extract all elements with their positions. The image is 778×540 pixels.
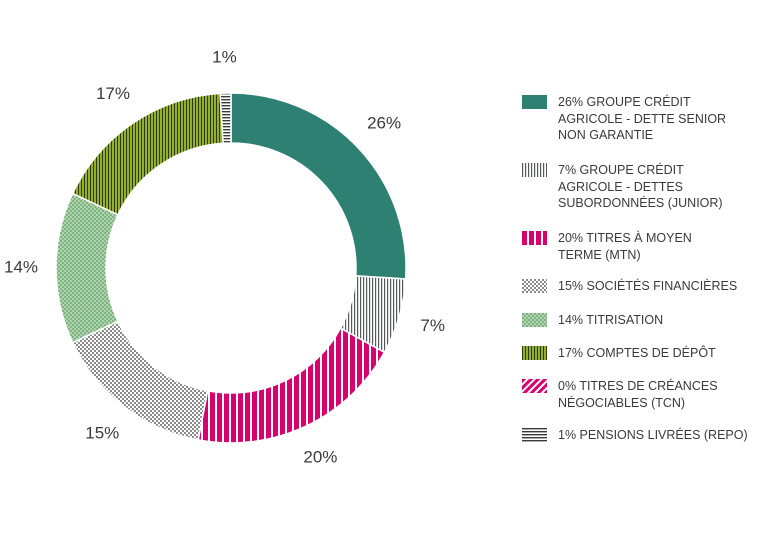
legend-item: 7% GROUPE CRÉDIT AGRICOLE - DETTES SUBOR… — [522, 162, 768, 212]
legend-item: 0% TITRES DE CRÉANCES NÉGOCIABLES (TCN) — [522, 378, 768, 411]
slice-value-label: 1% — [212, 48, 237, 67]
slice-value-label: 14% — [4, 257, 38, 276]
legend-item: 17% COMPTES DE DÉPÔT — [522, 345, 768, 362]
legend-item: 1% PENSIONS LIVRÉES (REPO) — [522, 427, 768, 444]
pie-slice — [219, 92, 232, 145]
pie-slice — [71, 92, 224, 216]
legend-label: 14% TITRISATION — [558, 313, 664, 327]
legend-label: 20% TITRES À MOYEN TERME (MTN) — [558, 231, 692, 262]
pie-slice — [197, 327, 386, 444]
legend-item: 26% GROUPE CRÉDIT AGRICOLE - DETTE SENIO… — [522, 94, 768, 144]
legend-label: 0% TITRES DE CRÉANCES NÉGOCIABLES (TCN) — [558, 379, 718, 410]
legend-swatch — [522, 231, 547, 245]
legend-label: 15% SOCIÉTÉS FINANCIÈRES — [558, 279, 738, 293]
legend-swatch — [522, 313, 547, 327]
legend-item: 20% TITRES À MOYEN TERME (MTN) — [522, 230, 768, 263]
legend-swatch — [522, 428, 547, 442]
pie-slice — [71, 320, 209, 441]
legend-item: 15% SOCIÉTÉS FINANCIÈRES — [522, 278, 768, 295]
legend-label: 7% GROUPE CRÉDIT AGRICOLE - DETTES SUBOR… — [558, 163, 723, 210]
slice-value-label: 26% — [367, 114, 401, 133]
legend-swatch — [522, 279, 547, 293]
legend-label: 1% PENSIONS LIVRÉES (REPO) — [558, 428, 748, 442]
legend-swatch — [522, 379, 547, 393]
legend-item: 14% TITRISATION — [522, 312, 768, 329]
legend-swatch — [522, 163, 547, 177]
slice-value-label: 17% — [96, 84, 130, 103]
legend-swatch — [522, 346, 547, 360]
pie-slice — [55, 192, 119, 344]
legend-label: 17% COMPTES DE DÉPÔT — [558, 346, 716, 360]
slice-value-label: 15% — [85, 423, 119, 442]
slice-value-label: 20% — [303, 447, 337, 466]
legend-label: 26% GROUPE CRÉDIT AGRICOLE - DETTE SENIO… — [558, 95, 727, 142]
slice-value-label: 7% — [420, 316, 445, 335]
legend-swatch — [522, 95, 547, 109]
